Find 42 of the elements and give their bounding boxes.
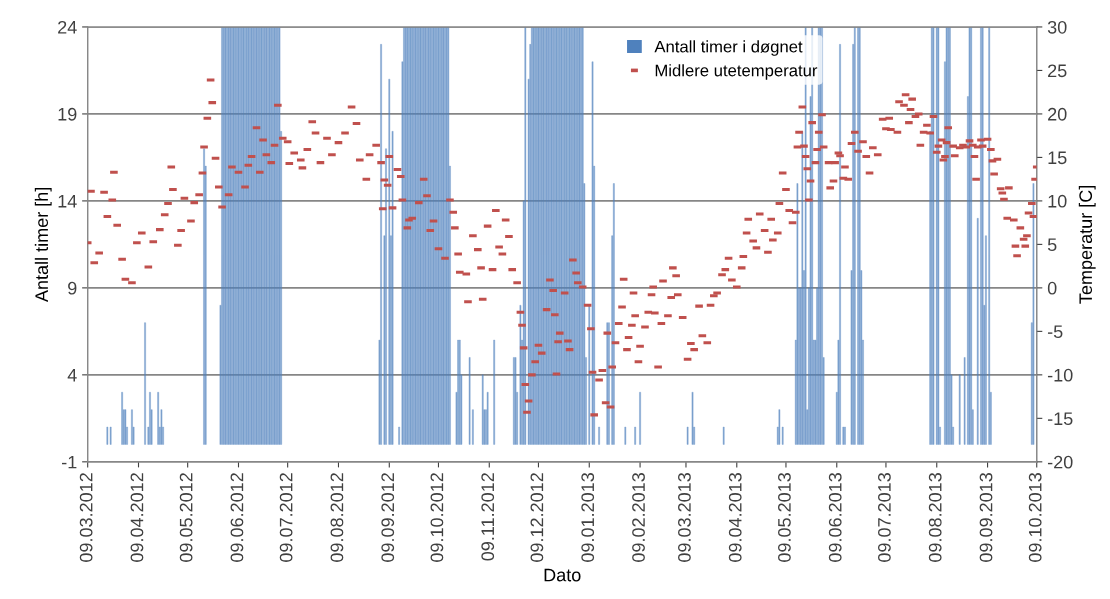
y-tick-label: 9: [68, 281, 77, 295]
y2-tick-label: -15: [1047, 412, 1073, 426]
x-tick-label: 09.09.2013: [979, 473, 993, 562]
y-tick-label: 14: [58, 195, 77, 208]
legend-label: Antall timer i døgnet: [654, 40, 803, 56]
y2-tick-label: 25: [1048, 64, 1067, 78]
x-tick-label: 09.05.2012: [179, 473, 193, 562]
y-tick-label: 4: [67, 368, 77, 382]
legend-label: Midlere utetemperatur: [655, 64, 818, 80]
x-tick-label: 09.03.2012: [79, 473, 93, 562]
x-tick-label: 09.04.2013: [728, 473, 742, 562]
x-tick-label: 09.01.2013: [581, 473, 595, 562]
x-tick-label: 09.10.2012: [430, 473, 444, 562]
x-tick-label: 09.05.2013: [778, 473, 791, 562]
x-tick-label: 09.07.2013: [878, 473, 891, 562]
y-axis-title: Antall timer [h]: [34, 187, 52, 303]
y2-tick-label: -10: [1047, 368, 1073, 382]
y2-tick-label: -20: [1047, 455, 1073, 469]
x-tick-label: 09.03.2013: [678, 473, 691, 562]
x-tick-label: 09.04.2012: [130, 473, 144, 562]
y-tick-label: 19: [58, 107, 77, 121]
x-tick-label: 09.08.2013: [928, 473, 942, 562]
x-tick-label: 09.02.2013: [632, 473, 645, 562]
y2-tick-label: -5: [1047, 325, 1063, 339]
x-tick-label: 09.09.2012: [381, 473, 395, 562]
x-tick-label: 09.07.2012: [279, 473, 293, 562]
y2-tick-label: 10: [1048, 194, 1067, 208]
x-tick-label: 09.08.2012: [330, 473, 344, 562]
x-tick-label: 09.12.2012: [530, 473, 544, 562]
y2-tick-label: 15: [1048, 151, 1067, 165]
y2-axis-title: Temperatur [C]: [1078, 185, 1096, 304]
y2-tick-label: 5: [1047, 238, 1057, 252]
x-tick-label: 09.06.2013: [828, 473, 842, 562]
y-tick-label: 24: [58, 20, 77, 34]
y-tick-label: -1: [62, 455, 77, 469]
x-axis-title: Dato: [544, 568, 581, 582]
y2-tick-label: 0: [1047, 281, 1057, 295]
x-tick-label: 09.10.2013: [1028, 473, 1042, 562]
x-tick-label: 09.06.2012: [230, 473, 244, 562]
y2-tick-label: 20: [1048, 107, 1067, 121]
x-tick-label: 09.11.2012: [481, 473, 495, 561]
y2-tick-label: 30: [1047, 20, 1067, 34]
